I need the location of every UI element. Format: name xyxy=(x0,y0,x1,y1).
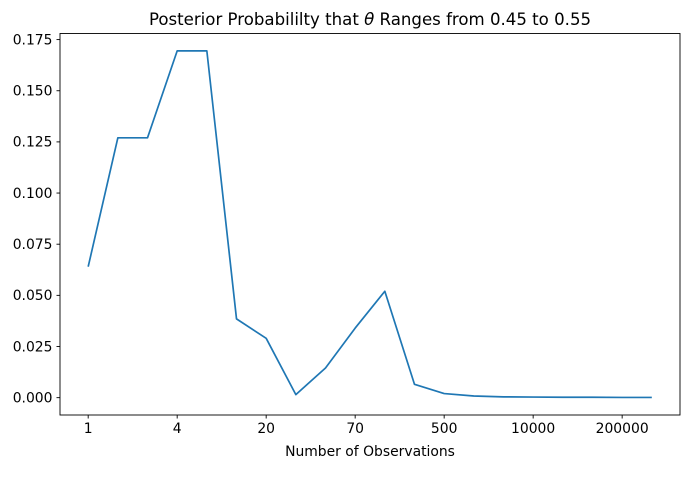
chart-title: Posterior Probabililty that θ Ranges fro… xyxy=(149,10,591,29)
theta-symbol: θ xyxy=(364,10,374,29)
x-tick-label: 200000 xyxy=(596,421,649,437)
x-tick-label: 70 xyxy=(346,421,364,437)
y-tick-label: 0.175 xyxy=(13,32,53,48)
y-tick-label: 0.150 xyxy=(13,84,53,100)
data-series xyxy=(87,49,652,399)
chart-title-prefix: Posterior Probabililty that xyxy=(149,10,364,29)
y-tick-label: 0.125 xyxy=(13,135,53,151)
y-tick-label: 0.000 xyxy=(13,390,53,406)
x-tick-label: 20 xyxy=(257,421,275,437)
y-tick-label: 0.075 xyxy=(13,237,53,253)
y-tick-label: 0.100 xyxy=(13,186,53,202)
x-tick-label: 10000 xyxy=(511,421,555,437)
plot-border xyxy=(59,33,681,416)
x-tick-label: 4 xyxy=(173,421,182,437)
y-tick-label: 0.025 xyxy=(13,339,53,355)
posterior-probability-line xyxy=(87,49,652,399)
y-tick-label: 0.050 xyxy=(13,288,53,304)
x-axis-label: Number of Observations xyxy=(285,444,455,460)
x-tick-label: 500 xyxy=(431,421,458,437)
chart-title-suffix: Ranges from 0.45 to 0.55 xyxy=(374,10,591,29)
x-tick-label: 1 xyxy=(84,421,93,437)
axes: 1 4 20 70 500 10000 200000 0.000 0.025 0.050 0.075… xyxy=(13,32,681,437)
